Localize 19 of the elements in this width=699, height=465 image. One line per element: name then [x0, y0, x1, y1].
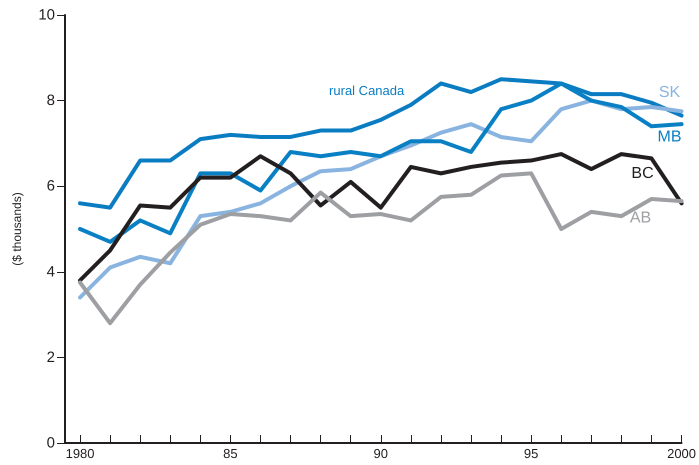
- series-label: SK: [658, 84, 681, 101]
- x-tick-label: 90: [374, 446, 388, 461]
- y-axis-title: ($ thousands): [10, 192, 24, 266]
- x-tick-label: 2000: [667, 446, 696, 461]
- y-tick-label: 2: [46, 348, 55, 366]
- line-series: [78, 81, 684, 244]
- series-label: AB: [630, 210, 652, 227]
- line-series: [78, 152, 684, 282]
- x-tick-label: 85: [223, 446, 238, 461]
- y-tick-label: 8: [46, 92, 55, 110]
- series-label: BC: [631, 164, 654, 182]
- x-tick-label: 95: [524, 446, 538, 461]
- x-tick-label: 1980: [66, 446, 94, 461]
- y-tick-label: 0: [46, 434, 55, 452]
- series-label: MB: [658, 128, 682, 146]
- y-tick-label: 10: [38, 6, 55, 24]
- series-label: rural Canada: [329, 83, 405, 98]
- y-tick-label: 4: [46, 263, 55, 280]
- y-tick-label: 6: [46, 178, 55, 195]
